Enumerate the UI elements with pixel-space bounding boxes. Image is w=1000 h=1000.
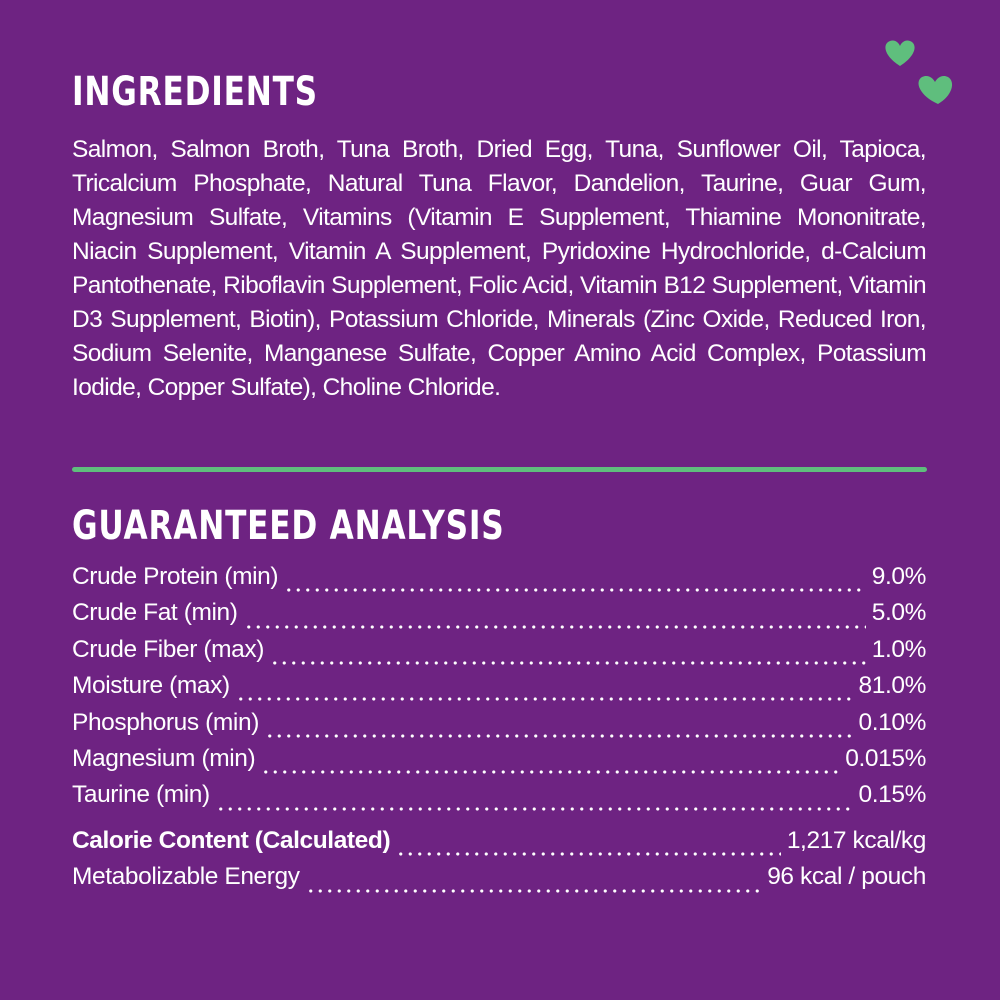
ingredients-text: Salmon, Salmon Broth, Tuna Broth, Dried … [72,136,927,401]
row-label: Crude Fiber (max) [72,635,264,663]
dot-leader [243,624,866,629]
row-value: 9.0% [871,563,927,590]
dot-leader [284,588,866,593]
analysis-row: Phosphorus (min) 0.10% [72,709,926,745]
analysis-row: Calorie Content (Calculated) 1,217 kcal/k… [72,827,926,863]
analysis-list: Crude Protein (min) 9.0% Crude Fat (min) 5.… [72,563,926,818]
analysis-row: Crude Protein (min) 9.0% [72,563,926,599]
row-value: 0.10% [858,708,927,736]
dot-leader [264,733,853,738]
row-label: Crude Fat (min) [72,599,238,627]
row-label: Phosphorus (min) [72,708,259,736]
section-title: GUARANTEED ANALYSIS [72,503,505,549]
heart-icon [885,40,915,66]
row-value: 0.15% [858,781,927,809]
row-value: 96 kcal / pouch [767,863,926,891]
row-value: 1,217 kcal/kg [786,827,927,854]
dot-leader [305,888,762,893]
row-label: Taurine (min) [72,781,210,809]
dot-leader [269,660,866,665]
dot-leader [261,770,840,775]
analysis-row: Magnesium (min) 0.015% [72,745,926,781]
row-label: Calorie Content (Calculated) [72,827,391,854]
calorie-list: Calorie Content (Calculated) 1,217 kcal/k… [72,827,926,900]
heart-icon [918,75,953,104]
row-label: Metabolizable Energy [72,863,300,891]
section-title: INGREDIENTS [72,69,318,115]
analysis-row: Taurine (min) 0.15% [72,781,926,817]
dot-leader [396,852,781,857]
row-value: 0.015% [845,744,926,772]
row-label: Crude Protein (min) [72,563,279,590]
analysis-row: Crude Fiber (max) 1.0% [72,636,926,672]
dot-leader [215,806,853,811]
row-value: 81.0% [858,672,927,700]
row-label: Magnesium (min) [72,744,256,772]
analysis-row: Metabolizable Energy 96 kcal / pouch [72,863,926,899]
analysis-row: Moisture (max) 81.0% [72,672,926,708]
hearts-decoration [885,40,953,104]
row-value: 1.0% [871,635,927,663]
dot-leader [235,697,853,702]
row-label: Moisture (max) [72,672,230,700]
row-value: 5.0% [871,599,927,627]
divider [72,467,927,472]
analysis-row: Crude Fat (min) 5.0% [72,599,926,635]
